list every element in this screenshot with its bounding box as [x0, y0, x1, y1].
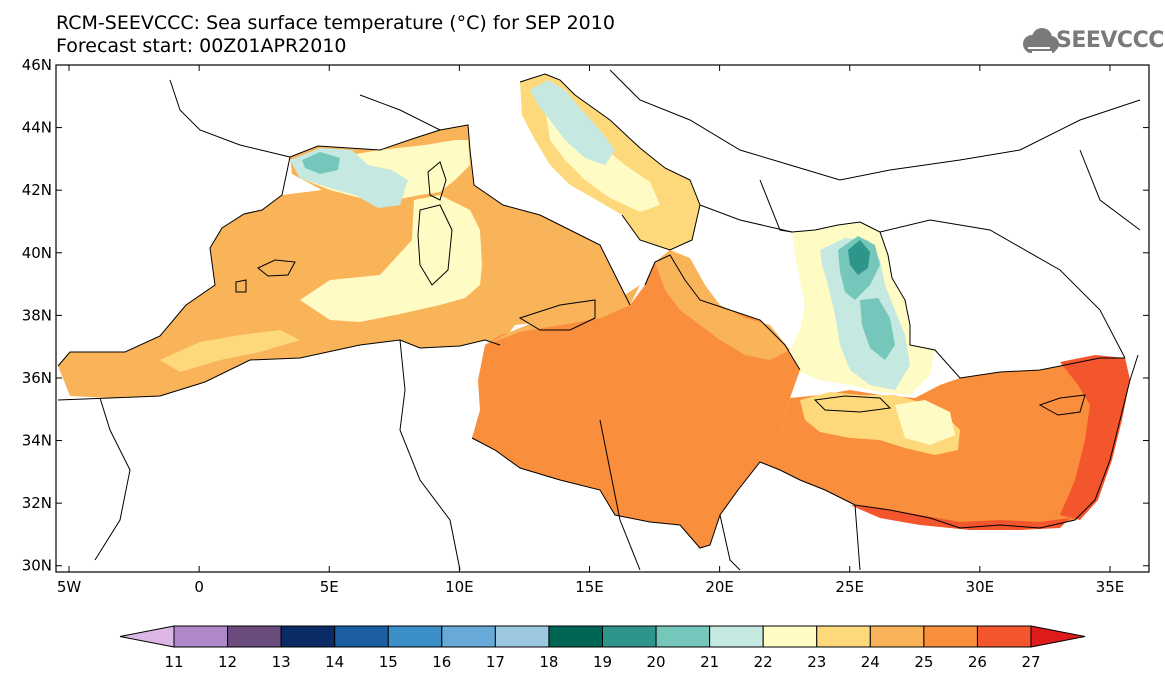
lon-tick-label: 25E: [835, 578, 864, 596]
colorbar-segment: [869, 625, 925, 648]
colorbar-label: 20: [647, 653, 666, 671]
colorbar-segment: [387, 625, 443, 648]
colorbar-segment: [173, 625, 229, 648]
seevccc-logo: [1023, 28, 1059, 53]
sst-region-aegean: [790, 222, 935, 395]
colorbar-label: 26: [968, 653, 987, 671]
colorbar-segment: [976, 625, 1032, 648]
sst-region-crete-south: [800, 392, 960, 455]
lon-tick-label: 10E: [445, 578, 474, 596]
cloud-icon: [1023, 28, 1059, 53]
logo-text: SEEVCCC: [1056, 28, 1164, 53]
lat-tick-label: 30N: [22, 557, 52, 575]
lat-axis: 46N 44N 42N 40N 38N 36N 34N 32N 30N: [22, 56, 1149, 575]
sst-region-levantine: [760, 358, 1130, 528]
colorbar-segment: [762, 625, 818, 648]
sst-region-adriatic-north: [530, 80, 615, 165]
sst-region-sicily-channel: [485, 285, 640, 345]
sst-region-crete-south-core: [895, 400, 955, 445]
colorbar-label: 18: [539, 653, 558, 671]
lat-tick-label: 36N: [22, 369, 52, 387]
colorbar-label: 27: [1021, 653, 1040, 671]
colorbar-label: 16: [432, 653, 451, 671]
map-frame: [55, 64, 1150, 573]
sst-region-ionian-north: [655, 250, 790, 360]
lon-tick-label: 35E: [1096, 578, 1125, 596]
colorbar-arrow-high: [1030, 625, 1086, 648]
colorbar-label: 12: [218, 653, 237, 671]
lon-axis: 5W 0 5E 10E 15E 20E 25E 30E 35E: [57, 65, 1124, 596]
lat-tick-label: 32N: [22, 494, 52, 512]
lon-tick-label: 5W: [57, 578, 82, 596]
colorbar-label: 21: [700, 653, 719, 671]
colorbar-segment: [227, 625, 282, 648]
colorbar-label: 17: [486, 653, 505, 671]
colorbar-label: 24: [861, 653, 880, 671]
sst-region-alboran-warm: [160, 330, 300, 372]
lon-tick-label: 20E: [705, 578, 734, 596]
colorbar-segment: [334, 625, 389, 648]
lon-tick-label: 30E: [966, 578, 995, 596]
map-title: RCM-SEEVCCC: Sea surface temperature (°C…: [56, 12, 615, 34]
sst-region-aegean-east: [860, 298, 895, 360]
sst-region-ionian: [472, 255, 800, 548]
colorbar-label: 13: [272, 653, 291, 671]
lat-tick-label: 42N: [22, 181, 52, 199]
sst-region-ligurian: [300, 140, 470, 200]
lat-tick-label: 44N: [22, 119, 52, 137]
colorbar-segment: [709, 625, 764, 648]
colorbar-segment: [280, 625, 336, 648]
colorbar-label: 25: [914, 653, 933, 671]
sst-region-adriatic-central: [545, 108, 660, 212]
colorbar-segment: [548, 625, 603, 648]
colorbar-label: 22: [754, 653, 773, 671]
lat-tick-label: 34N: [22, 432, 52, 450]
colorbar-segment: [655, 625, 711, 648]
colorbar-segment: [602, 625, 657, 648]
lat-tick-label: 46N: [22, 56, 52, 74]
lat-tick-label: 38N: [22, 306, 52, 324]
sst-region-aegean-north: [838, 236, 880, 300]
lon-tick-label: 15E: [575, 578, 604, 596]
lon-tick-label: 0: [194, 578, 204, 596]
sst-region-levantine-east: [1060, 355, 1130, 520]
sst-region-gulf-of-lion: [290, 148, 408, 208]
sst-region-aegean-north-core: [848, 240, 870, 275]
sst-region-gulf-of-lion-core: [302, 152, 340, 174]
colorbar: 11 12 13 14 15 16 17 18 19 20 21 22 23 24 25 26 27: [119, 625, 1086, 671]
sst-region-balearic-cool: [300, 195, 482, 322]
sst-region-western-basin: [58, 125, 630, 398]
sst-region-adriatic: [520, 74, 700, 250]
colorbar-segment: [494, 625, 550, 648]
sst-region-aegean-central: [820, 238, 910, 390]
colorbar-label: 19: [593, 653, 612, 671]
colorbar-label: 23: [807, 653, 826, 671]
colorbar-segment: [816, 625, 871, 648]
sst-field: [58, 74, 1130, 548]
sst-region-egypt-coast: [850, 505, 1070, 530]
colorbar-arrow-low: [119, 625, 175, 648]
lon-tick-label: 5E: [320, 578, 339, 596]
lat-tick-label: 40N: [22, 244, 52, 262]
colorbar-segment: [441, 625, 496, 648]
colorbar-label: 15: [379, 653, 398, 671]
colorbar-label: 11: [164, 653, 183, 671]
colorbar-label: 14: [325, 653, 344, 671]
colorbar-segment: [923, 625, 978, 648]
coastlines: [57, 69, 1141, 571]
forecast-start-subtitle: Forecast start: 00Z01APR2010: [56, 35, 347, 57]
